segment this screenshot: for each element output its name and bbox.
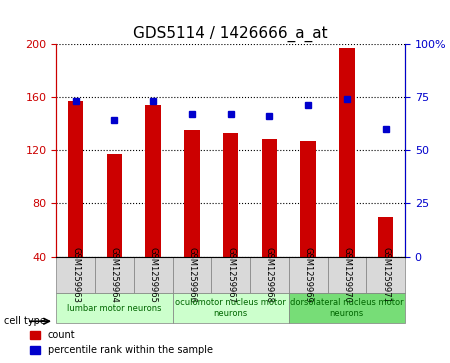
Bar (378, 217, 393, 257)
Bar (223, 133, 238, 257)
FancyBboxPatch shape (211, 257, 250, 293)
Text: dorsolateral nucleus motor
neurons: dorsolateral nucleus motor neurons (290, 298, 404, 318)
FancyBboxPatch shape (134, 257, 172, 293)
Legend: count, percentile rank within the sample: count, percentile rank within the sample (27, 327, 216, 358)
Text: GSM1259965: GSM1259965 (148, 247, 157, 303)
FancyBboxPatch shape (366, 257, 405, 293)
Text: GSM1259964: GSM1259964 (110, 247, 119, 303)
FancyBboxPatch shape (289, 257, 328, 293)
FancyBboxPatch shape (95, 257, 134, 293)
Text: GSM1259971: GSM1259971 (381, 247, 390, 303)
Text: lumbar motor neurons: lumbar motor neurons (67, 303, 162, 313)
Text: GSM1259970: GSM1259970 (342, 247, 351, 303)
Text: GSM1259966: GSM1259966 (187, 247, 196, 303)
FancyBboxPatch shape (172, 257, 211, 293)
Text: cell type: cell type (4, 316, 46, 326)
Bar (261, 139, 277, 257)
FancyBboxPatch shape (328, 257, 366, 293)
FancyBboxPatch shape (172, 293, 289, 323)
Bar (339, 48, 355, 257)
Bar (301, 141, 316, 257)
FancyBboxPatch shape (250, 257, 289, 293)
FancyBboxPatch shape (56, 257, 95, 293)
Bar (107, 154, 122, 257)
Text: oculomotor nucleus motor
neurons: oculomotor nucleus motor neurons (175, 298, 286, 318)
FancyBboxPatch shape (56, 293, 172, 323)
Bar (184, 130, 200, 257)
Bar (68, 101, 83, 257)
Text: GSM1259968: GSM1259968 (265, 247, 274, 303)
Bar (145, 105, 161, 257)
Text: GSM1259967: GSM1259967 (226, 247, 235, 303)
FancyBboxPatch shape (289, 293, 405, 323)
Title: GDS5114 / 1426666_a_at: GDS5114 / 1426666_a_at (133, 26, 328, 42)
Text: GSM1259963: GSM1259963 (71, 247, 80, 303)
Text: GSM1259969: GSM1259969 (304, 247, 313, 303)
